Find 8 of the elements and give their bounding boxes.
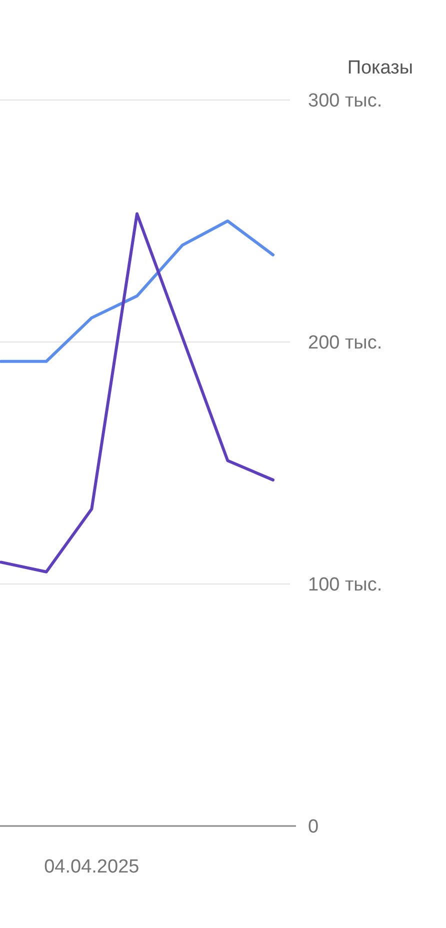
y-axis-title: Показы: [347, 58, 413, 79]
y-tick-label: 0: [308, 816, 319, 838]
x-tick-label: 04.04.2025: [44, 856, 140, 878]
line-series: [0, 220, 274, 363]
y-tick-label: 300 тыс.: [308, 90, 382, 112]
y-tick-label: 100 тыс.: [308, 574, 382, 596]
y-tick-label: 200 тыс.: [308, 332, 382, 354]
line-series: [0, 212, 274, 574]
